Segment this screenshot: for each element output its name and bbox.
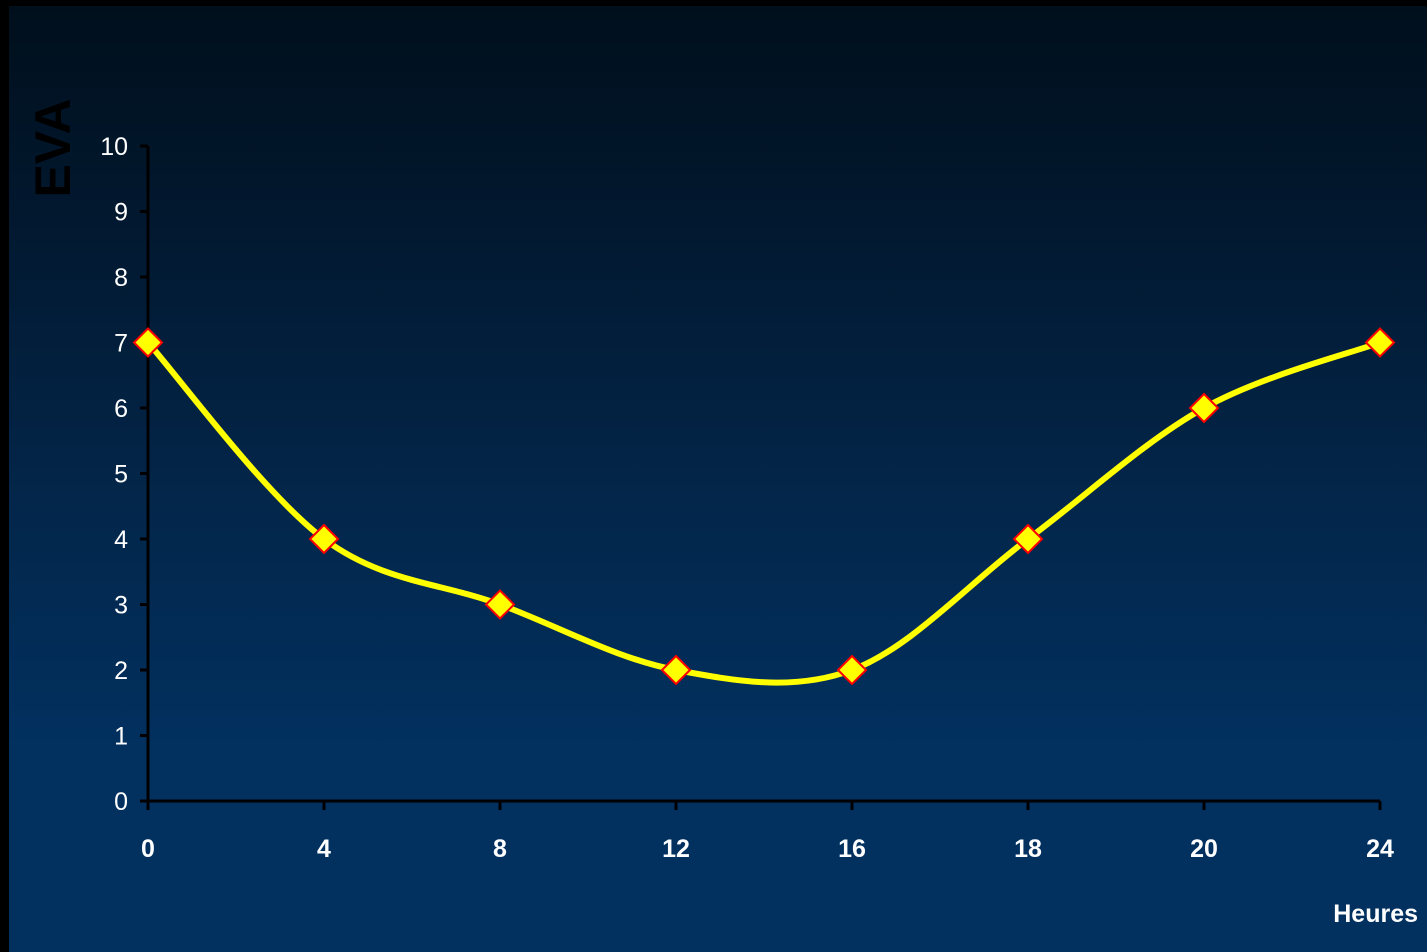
chart-background — [9, 6, 1427, 952]
x-tick-label: 12 — [662, 835, 690, 863]
y-tick-label: 1 — [114, 723, 128, 751]
data-point-marker — [484, 589, 516, 620]
axes — [146, 146, 1380, 803]
y-tick-label: 5 — [114, 461, 128, 489]
y-tick-label: 7 — [114, 330, 128, 358]
y-tick-label: 0 — [114, 788, 128, 816]
data-point-marker — [836, 654, 868, 686]
data-point-marker — [308, 523, 340, 555]
y-tick-label: 10 — [100, 133, 128, 161]
data-point-marker — [1012, 523, 1044, 555]
series-line — [145, 339, 1383, 686]
x-tick-label: 4 — [317, 835, 331, 863]
x-tick-label: 20 — [1190, 835, 1218, 863]
y-tick-label: 6 — [114, 395, 128, 423]
y-tick-label: 3 — [114, 592, 128, 620]
x-tick-label: 0 — [141, 835, 155, 863]
x-tick-label: 8 — [493, 835, 507, 863]
y-tick-label: 2 — [114, 657, 128, 685]
data-point-marker — [132, 327, 164, 358]
y-tick-label: 4 — [114, 526, 128, 554]
y-tick-label: 9 — [114, 199, 128, 227]
x-axis-label: Heures — [1333, 900, 1418, 928]
markers — [132, 327, 1396, 686]
y-tick-label: 8 — [114, 264, 128, 292]
data-point-marker — [660, 654, 692, 686]
x-tick-label: 16 — [838, 835, 866, 863]
data-point-marker — [1364, 327, 1396, 358]
y-axis-label: EVA — [25, 98, 81, 197]
x-tick-label: 24 — [1366, 835, 1394, 863]
data-point-marker — [1188, 392, 1220, 424]
x-tick-label: 18 — [1014, 835, 1042, 863]
